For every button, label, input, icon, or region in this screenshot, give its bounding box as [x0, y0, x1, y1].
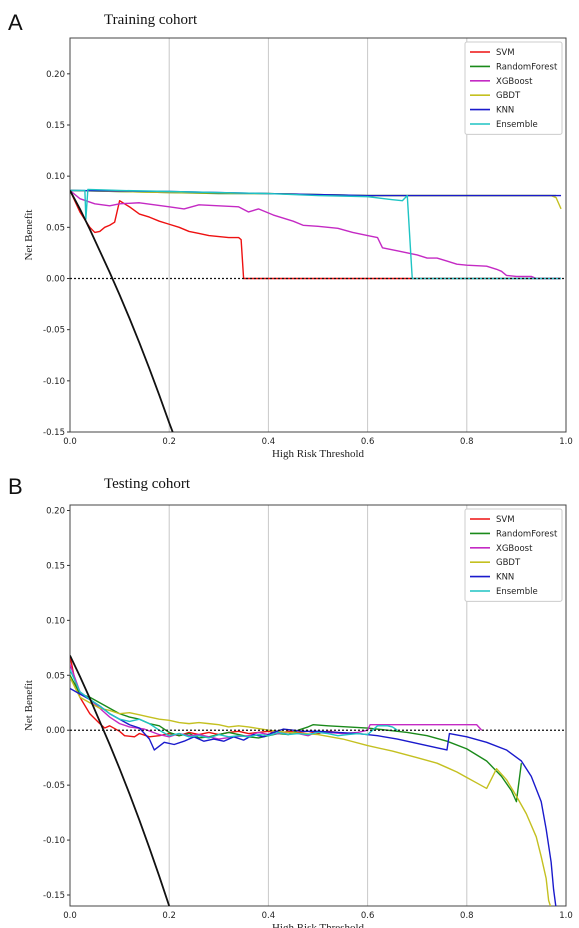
y-tick-label: 0.15	[46, 561, 65, 571]
y-tick-label: 0.10	[46, 616, 65, 626]
chart-title-a: Training cohort	[104, 12, 198, 28]
series-line-svm	[70, 190, 562, 280]
x-tick-label: 0.4	[262, 437, 276, 447]
legend-label-randomforest: RandomForest	[496, 529, 558, 539]
y-tick-label: -0.10	[43, 377, 65, 387]
y-axis-label: Net Benefit	[23, 209, 35, 260]
legend-label-svm: SVM	[496, 48, 515, 58]
y-tick-label: 0.10	[46, 172, 65, 182]
x-axis-label: High Risk Threshold	[272, 922, 365, 928]
legend-label-knn: KNN	[496, 573, 514, 583]
treat-all-line	[70, 655, 171, 906]
legend-box	[464, 508, 563, 602]
y-tick-label: 0.15	[46, 121, 65, 131]
plot-area-frame	[69, 504, 567, 907]
panel-a: A Training cohort 0.0 0.2 0.4 0.6 0.8 1.0 0.20…	[8, 10, 573, 460]
series-line-xgboost	[70, 664, 483, 740]
legend-label-svm: SVM	[496, 515, 515, 525]
series-line-gbdt	[70, 189, 562, 210]
legend-box	[464, 41, 563, 135]
y-tick-label: -0.15	[43, 891, 65, 901]
series-line-ensemble	[70, 188, 562, 280]
x-tick-label: 1.0	[559, 911, 573, 921]
y-tick-label: -0.05	[43, 326, 65, 336]
x-tick-label: 0.6	[361, 437, 375, 447]
y-tick-label: 0.20	[46, 70, 65, 80]
legend-label-ensemble: Ensemble	[496, 587, 538, 597]
y-tick-label: 0.00	[46, 274, 65, 284]
x-tick-label: 0.0	[63, 911, 77, 921]
x-tick-label: 0.0	[63, 437, 77, 447]
y-tick-label: 0.05	[46, 671, 65, 681]
x-tick-label: 1.0	[559, 437, 573, 447]
testing-cohort-chart: 0.0 0.2 0.4 0.6 0.8 1.0 0.20 0.15 0.10 0.05 0.00 -0…	[23, 504, 573, 928]
y-tick-label: -0.05	[43, 781, 65, 791]
y-tick-label: 0.20	[46, 506, 65, 516]
x-tick-label: 0.8	[460, 911, 474, 921]
y-tick-label: 0.05	[46, 223, 65, 233]
training-cohort-chart: 0.0 0.2 0.4 0.6 0.8 1.0 0.20 0.15 0.10 0.05 0.00 -0…	[23, 37, 573, 460]
series-line-xgboost	[70, 189, 562, 280]
x-tick-label: 0.2	[162, 437, 176, 447]
legend-label-gbdt: GBDT	[496, 91, 521, 101]
panel-b: B Testing cohort 0.0 0.2 0.4 0.6 0.8 1.0 0.20 0…	[0, 464, 579, 928]
plot-area-frame	[69, 37, 567, 433]
series-line-gbdt	[70, 677, 552, 906]
chart-title-b: Testing cohort	[104, 476, 191, 492]
panel-letter-a: A	[8, 10, 23, 35]
series-line-randomforest	[70, 674, 523, 803]
legend-label-gbdt: GBDT	[496, 558, 521, 568]
x-tick-label: 0.6	[361, 911, 375, 921]
legend-label-xgboost: XGBoost	[496, 544, 533, 554]
legend-label-ensemble: Ensemble	[496, 120, 538, 130]
legend-label-xgboost: XGBoost	[496, 77, 533, 87]
series-line-svm	[70, 655, 338, 738]
legend-label-knn: KNN	[496, 106, 514, 116]
x-tick-label: 0.2	[162, 911, 176, 921]
y-tick-label: 0.00	[46, 726, 65, 736]
x-axis-label: High Risk Threshold	[272, 448, 365, 460]
treat-all-line	[70, 190, 174, 432]
y-tick-label: -0.10	[43, 836, 65, 846]
x-tick-label: 0.4	[262, 911, 276, 921]
y-axis-label: Net Benefit	[23, 680, 35, 731]
legend-label-randomforest: RandomForest	[496, 62, 558, 72]
panel-letter-b: B	[8, 474, 23, 499]
x-tick-label: 0.8	[460, 437, 474, 447]
series-line-ensemble	[70, 669, 398, 739]
y-tick-label: -0.15	[43, 428, 65, 438]
